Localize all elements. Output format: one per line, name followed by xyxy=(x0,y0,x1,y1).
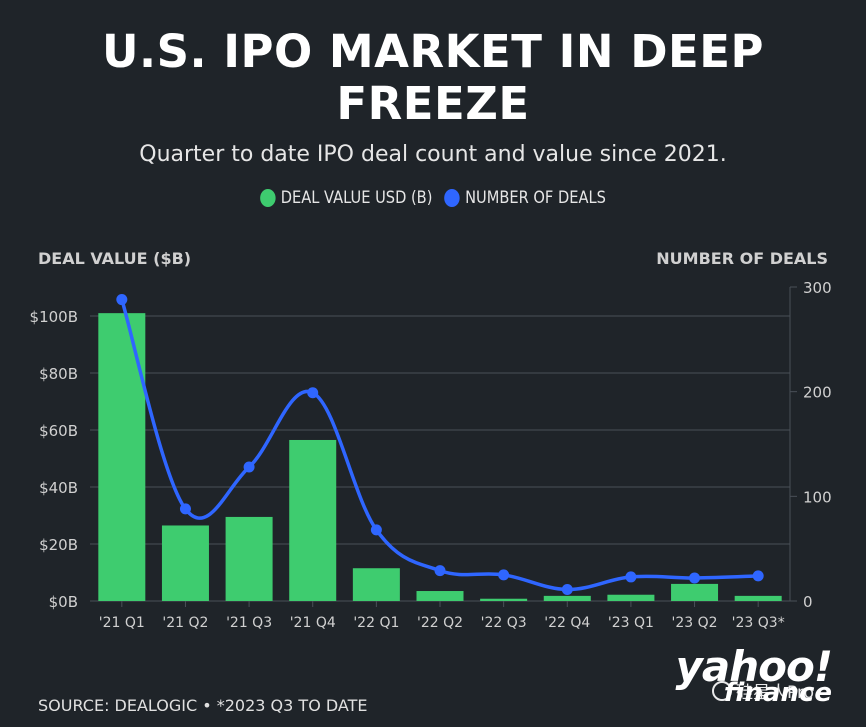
deal-value-bar xyxy=(416,591,464,601)
left-tick-label: $40B xyxy=(39,479,78,497)
deal-value-bar xyxy=(671,583,719,601)
title-line-1: U.S. IPO MARKET IN DEEP xyxy=(101,25,765,78)
number-of-deals-point xyxy=(243,461,255,473)
left-axis-title: DEAL VALUE ($B) xyxy=(38,249,192,268)
number-of-deals-line xyxy=(120,299,759,592)
legend-item-deal-value: DEAL VALUE USD (B) xyxy=(260,188,432,208)
deal-value-bar xyxy=(225,516,273,601)
number-of-deals-point xyxy=(689,572,701,584)
watermark-text: 硅星人Pro xyxy=(736,683,814,703)
blue-dot-icon xyxy=(444,189,460,207)
right-axis-title: NUMBER OF DEALS xyxy=(656,249,828,268)
title-line-2: FREEZE xyxy=(336,77,530,130)
x-tick-label: '23 Q2 xyxy=(672,615,718,631)
deal-value-bar xyxy=(98,313,146,601)
number-of-deals-point xyxy=(434,565,446,577)
wechat-icon xyxy=(712,680,732,701)
logo-main-text: yahoo! xyxy=(675,642,833,691)
legend-label-number-of-deals: NUMBER OF DEALS xyxy=(465,188,606,208)
right-tick-label: 100 xyxy=(803,488,832,506)
deal-value-bar xyxy=(352,568,400,601)
deal-value-bar xyxy=(734,595,782,601)
x-tick-label: '23 Q3* xyxy=(732,615,785,631)
deal-value-bar xyxy=(480,598,528,601)
legend-label-deal-value: DEAL VALUE USD (B) xyxy=(280,188,433,208)
left-tick-label: $60B xyxy=(39,422,78,440)
number-of-deals-point xyxy=(561,583,573,595)
watermark: 硅星人Pro xyxy=(712,678,814,703)
number-of-deals-point xyxy=(752,570,764,582)
deal-value-bar xyxy=(543,595,591,601)
x-tick-label: '22 Q2 xyxy=(417,615,463,631)
green-dot-icon xyxy=(260,189,276,207)
x-tick-label: '22 Q3 xyxy=(481,615,527,631)
number-of-deals-point xyxy=(307,387,319,399)
right-tick-label: 200 xyxy=(803,384,832,402)
x-tick-label: '22 Q4 xyxy=(544,615,590,631)
deal-value-bar xyxy=(607,594,655,601)
number-of-deals-point xyxy=(179,503,191,515)
number-of-deals-point xyxy=(625,571,637,583)
chart-title: U.S. IPO MARKET IN DEEP FREEZE xyxy=(0,26,866,130)
deal-value-bar xyxy=(161,525,209,601)
yahoo-finance-logo: yahoo! finance xyxy=(672,642,833,709)
chart-subtitle: Quarter to date IPO deal count and value… xyxy=(139,142,727,167)
x-tick-label: '23 Q1 xyxy=(608,615,654,631)
number-of-deals-point xyxy=(370,524,382,536)
x-tick-label: '21 Q1 xyxy=(99,615,145,631)
x-tick-label: '22 Q1 xyxy=(353,615,399,631)
source-note: SOURCE: DEALOGIC • *2023 Q3 TO DATE xyxy=(38,696,368,715)
x-tick-label: '21 Q2 xyxy=(162,615,208,631)
x-tick-label: '21 Q3 xyxy=(226,615,272,631)
chart-legend: DEAL VALUE USD (B) NUMBER OF DEALS xyxy=(61,188,806,208)
deal-value-bar xyxy=(289,439,337,601)
left-tick-label: $100B xyxy=(30,308,78,326)
right-tick-label: 300 xyxy=(803,279,832,297)
right-tick-label: 0 xyxy=(803,593,813,611)
left-tick-label: $0B xyxy=(49,593,78,611)
x-tick-label: '21 Q4 xyxy=(290,615,336,631)
left-tick-label: $20B xyxy=(39,536,78,554)
left-tick-label: $80B xyxy=(39,365,78,383)
number-of-deals-point xyxy=(116,294,128,306)
legend-item-number-of-deals: NUMBER OF DEALS xyxy=(444,188,606,208)
number-of-deals-point xyxy=(498,569,510,581)
logo-sub-text: finance xyxy=(723,678,832,708)
